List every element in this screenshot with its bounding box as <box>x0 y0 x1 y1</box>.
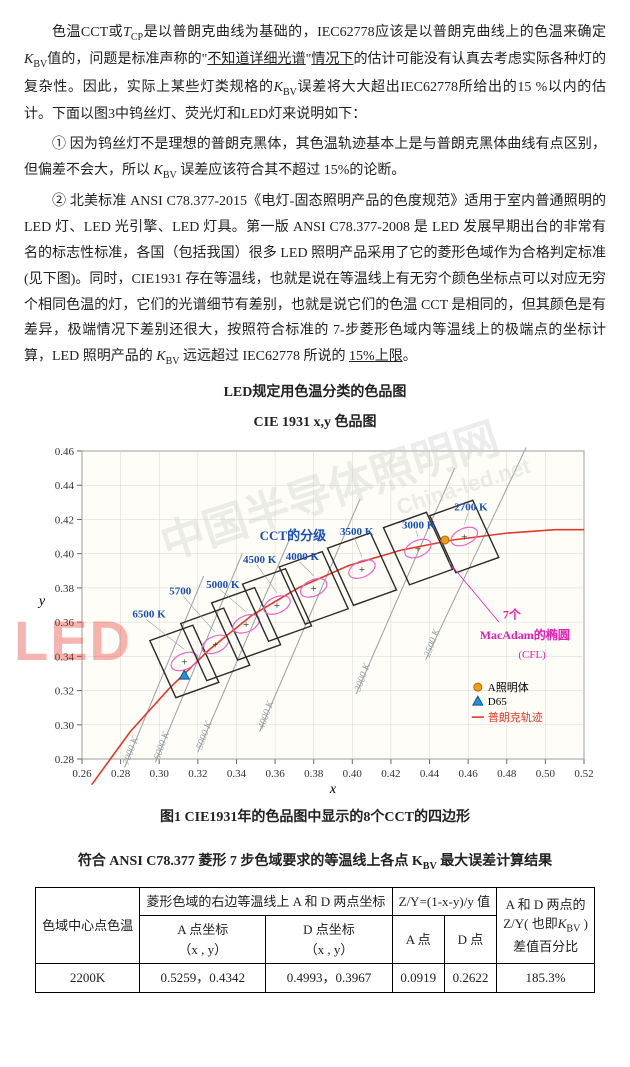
figure-title: LED规定用色温分类的色品图 <box>24 380 606 406</box>
svg-text:0.30: 0.30 <box>55 720 75 732</box>
svg-text:0.34: 0.34 <box>55 652 75 664</box>
svg-text:+: + <box>359 564 365 576</box>
svg-text:A照明体: A照明体 <box>488 681 529 695</box>
figure-caption: 图1 CIE1931年的色品图中显示的8个CCT的四边形 <box>24 805 606 831</box>
svg-text:0.44: 0.44 <box>420 768 440 780</box>
svg-text:0.38: 0.38 <box>304 768 324 780</box>
svg-text:3000 K: 3000 K <box>402 520 436 532</box>
svg-text:0.34: 0.34 <box>227 768 247 780</box>
svg-text:MacAdam的椭圆: MacAdam的椭圆 <box>480 628 570 643</box>
svg-text:5000 K: 5000 K <box>206 579 240 591</box>
svg-text:4000 K: 4000 K <box>286 551 320 563</box>
table-title: 符合 ANSI C78.377 菱形 7 步色域要求的等温线上各点 KBV 最大… <box>24 849 606 876</box>
svg-text:0.42: 0.42 <box>381 768 400 780</box>
col-d-header: D 点坐标（x , y） <box>266 916 392 964</box>
svg-text:y: y <box>37 594 46 609</box>
para-2: ① 因为钨丝灯不是理想的普朗克黑体，其色温轨迹基本上是与普朗克黑体曲线有点区别，… <box>24 132 606 185</box>
col-za-header: A 点 <box>392 916 444 964</box>
chart-svg: 0.26 0.28 0.30 0.32 0.34 0.36 0.38 0.40 0.42 0.44… <box>24 439 606 799</box>
para-3: ② 北美标准 ANSI C78.377-2015《电灯-固态照明产品的色度规范》… <box>24 189 606 372</box>
svg-text:普朗克轨迹: 普朗克轨迹 <box>488 711 543 725</box>
svg-text:0.50: 0.50 <box>536 768 556 780</box>
svg-text:2700 K: 2700 K <box>454 502 488 514</box>
kbv-table: 色域中心点色温 菱形色域的右边等温线上 A 和 D 两点坐标 Z/Y=(1-x-… <box>35 887 595 993</box>
svg-text:0.52: 0.52 <box>574 768 593 780</box>
svg-text:+: + <box>243 619 249 631</box>
para-1: 色温CCT或TCP是以普朗克曲线为基础的，IEC62778应该是以普朗克曲线上的… <box>24 20 606 128</box>
svg-text:5700: 5700 <box>169 586 192 598</box>
svg-text:7个: 7个 <box>503 607 522 622</box>
svg-text:0.32: 0.32 <box>55 686 74 698</box>
svg-text:(CFL): (CFL) <box>518 649 546 661</box>
svg-text:+: + <box>212 640 218 652</box>
svg-text:+: + <box>274 600 280 612</box>
svg-text:0.28: 0.28 <box>111 768 131 780</box>
svg-text:0.46: 0.46 <box>459 768 479 780</box>
figure-subtitle: CIE 1931 x,y 色品图 <box>24 410 606 436</box>
svg-text:D65: D65 <box>488 697 507 709</box>
svg-text:x: x <box>329 782 337 797</box>
svg-text:0.36: 0.36 <box>55 618 75 630</box>
svg-text:+: + <box>461 532 467 544</box>
svg-text:0.40: 0.40 <box>55 549 75 561</box>
svg-text:4500 K: 4500 K <box>243 554 277 566</box>
svg-text:0.30: 0.30 <box>150 768 170 780</box>
table-row: 2200K 0.5259，0.4342 0.4993，0.3967 0.0919… <box>36 964 595 993</box>
svg-text:0.38: 0.38 <box>55 583 75 595</box>
col-cct-header: 色域中心点色温 <box>36 887 140 964</box>
svg-text:0.28: 0.28 <box>55 754 75 766</box>
col-diff-header: A 和 D 两点的Z/Y( 也即KBV )差值百分比 <box>497 887 595 964</box>
svg-text:3500 K: 3500 K <box>340 526 374 538</box>
svg-text:+: + <box>415 544 421 556</box>
cell-za: 0.0919 <box>392 964 444 993</box>
svg-text:6500 K: 6500 K <box>132 609 166 621</box>
svg-text:0.40: 0.40 <box>343 768 363 780</box>
col-zy-header: Z/Y=(1-x-y)/y 值 <box>392 887 497 916</box>
cell-d: 0.4993，0.3967 <box>266 964 392 993</box>
cie-chart: 中国半导体照明网 China-led.net LED 0.260.280.300… <box>24 439 606 799</box>
cell-zd: 0.2622 <box>444 964 496 993</box>
svg-text:+: + <box>181 657 187 669</box>
svg-text:0.42: 0.42 <box>55 515 74 527</box>
col-zd-header: D 点 <box>444 916 496 964</box>
svg-text:+: + <box>311 583 317 595</box>
cell-diff: 185.3% <box>497 964 595 993</box>
col-a-header: A 点坐标（x , y） <box>140 916 266 964</box>
svg-text:0.46: 0.46 <box>55 446 75 458</box>
cell-a: 0.5259，0.4342 <box>140 964 266 993</box>
svg-text:0.26: 0.26 <box>72 768 92 780</box>
col-ad-header: 菱形色域的右边等温线上 A 和 D 两点坐标 <box>140 887 392 916</box>
svg-text:0.32: 0.32 <box>188 768 207 780</box>
svg-text:0.44: 0.44 <box>55 481 75 493</box>
svg-text:0.48: 0.48 <box>497 768 517 780</box>
cell-cct: 2200K <box>36 964 140 993</box>
svg-text:0.36: 0.36 <box>265 768 285 780</box>
svg-text:CCT的分级: CCT的分级 <box>260 528 327 543</box>
